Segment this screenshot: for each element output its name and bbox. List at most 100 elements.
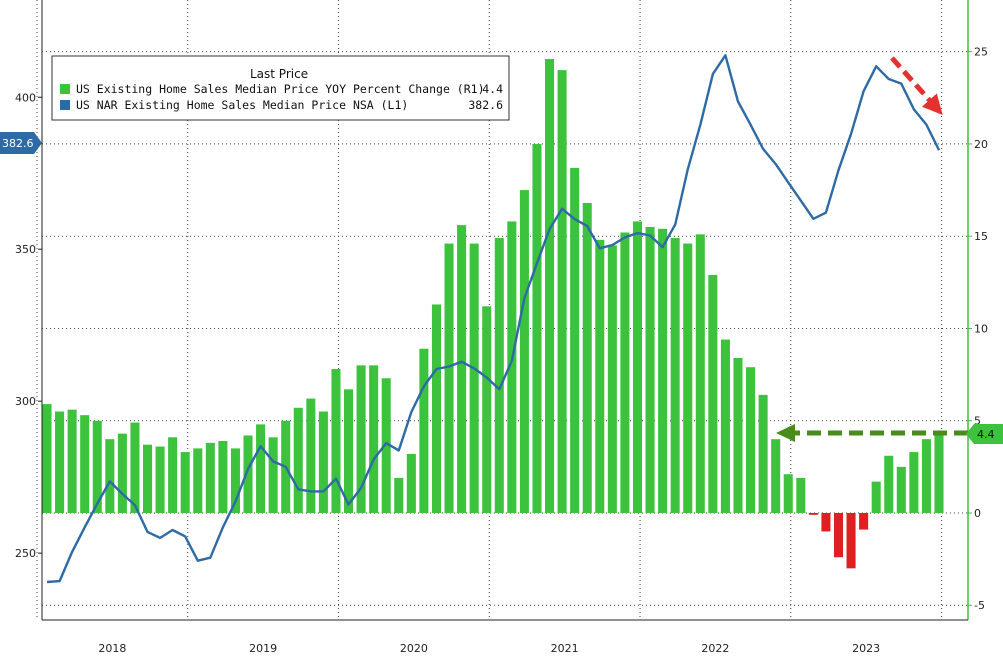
legend-title: Last Price <box>250 67 308 81</box>
right-tick-label: 5 <box>974 415 981 428</box>
bar <box>180 452 190 513</box>
line-path <box>46 54 941 584</box>
bar <box>268 437 278 513</box>
legend-last-yoy: 4.4 <box>482 82 503 96</box>
bar <box>394 477 404 513</box>
right-tick-label: 0 <box>974 507 981 520</box>
bar <box>130 422 140 513</box>
bar <box>934 431 944 513</box>
bar <box>783 474 793 513</box>
bar <box>746 367 756 513</box>
axes: 250 300 350 400 -5 0 5 10 15 20 25 2018 2019 2020 2021… <box>15 0 988 655</box>
bar <box>42 404 52 513</box>
right-tick-label: 20 <box>974 138 988 151</box>
bar <box>595 239 605 513</box>
bar <box>570 167 580 513</box>
bar <box>494 238 504 513</box>
right-tick-label: 25 <box>974 46 988 59</box>
year-label: 2019 <box>249 642 277 655</box>
bar <box>142 444 153 513</box>
year-label: 2020 <box>400 642 428 655</box>
bar <box>369 365 379 513</box>
legend-last-price: 382.6 <box>468 98 503 112</box>
bar <box>293 407 303 513</box>
bar <box>796 477 806 513</box>
left-tick-label: 350 <box>15 243 36 256</box>
bar <box>469 243 479 513</box>
bar <box>230 448 240 513</box>
bar <box>821 512 831 532</box>
bar <box>218 441 228 513</box>
bar <box>507 221 517 513</box>
right-last-value: 4.4 <box>977 428 995 441</box>
bar <box>444 243 454 513</box>
bar <box>884 455 894 513</box>
bar <box>419 348 429 513</box>
left-tick-label: 300 <box>15 395 36 408</box>
bar <box>846 512 856 569</box>
bar <box>758 394 768 513</box>
bar <box>909 452 919 513</box>
bar <box>771 439 781 513</box>
bar <box>381 378 391 513</box>
bar <box>733 357 743 513</box>
bar <box>859 512 869 530</box>
bar <box>92 420 102 513</box>
bar <box>695 234 705 513</box>
left-last-value: 382.6 <box>2 137 34 150</box>
bar <box>645 226 655 513</box>
bar <box>670 238 680 513</box>
bar <box>105 439 115 513</box>
bar <box>117 433 127 513</box>
bar <box>356 365 366 513</box>
bar <box>168 437 178 513</box>
bar <box>457 225 467 513</box>
bar <box>708 274 718 513</box>
bar <box>921 439 931 513</box>
right-tick-label: 15 <box>974 230 988 243</box>
bar <box>808 512 818 515</box>
legend-label-price: US NAR Existing Home Sales Median Price … <box>76 98 408 112</box>
bar <box>557 70 567 513</box>
right-tick-label: -5 <box>974 599 985 612</box>
bar <box>632 221 643 513</box>
bar <box>720 339 730 513</box>
left-last-value-tag: 382.6 <box>0 132 42 154</box>
bar <box>833 512 844 558</box>
bar <box>871 481 881 513</box>
grid-layer <box>36 0 968 620</box>
bar <box>582 202 592 513</box>
bar <box>256 424 266 513</box>
bar <box>607 245 617 513</box>
bar <box>519 190 529 513</box>
bar <box>318 411 328 513</box>
bar <box>243 435 253 513</box>
right-last-value-tag: 4.4 <box>966 424 1003 444</box>
bar <box>343 389 354 513</box>
right-tick-label: 10 <box>974 322 988 335</box>
bar <box>80 415 90 513</box>
year-label: 2022 <box>701 642 729 655</box>
year-label: 2018 <box>98 642 126 655</box>
annotation-red-arrow <box>890 56 943 115</box>
year-label: 2023 <box>852 642 880 655</box>
bar <box>193 448 203 513</box>
bar <box>683 243 693 513</box>
left-tick-label: 250 <box>15 547 36 560</box>
bar <box>67 409 77 513</box>
bar <box>55 411 65 513</box>
bar <box>306 398 316 513</box>
year-label: 2021 <box>551 642 579 655</box>
bar <box>205 442 215 513</box>
legend: Last Price US Existing Home Sales Median… <box>51 55 510 121</box>
bar <box>406 453 416 513</box>
legend-label-yoy: US Existing Home Sales Median Price YOY … <box>76 82 485 96</box>
bar <box>331 369 341 513</box>
bar <box>532 143 542 513</box>
bar <box>545 59 555 513</box>
bar <box>431 304 441 513</box>
bar <box>482 306 492 513</box>
annotation-green-arrow <box>776 424 968 442</box>
bar <box>620 232 630 513</box>
